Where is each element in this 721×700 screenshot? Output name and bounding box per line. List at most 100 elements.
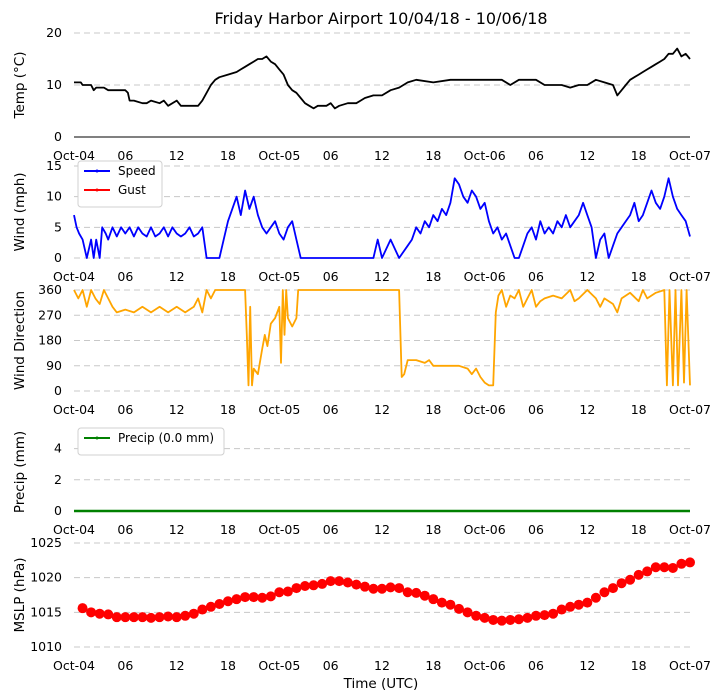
wind-x-tick-label: Oct-07 — [669, 269, 711, 284]
precip-x-tick-label: 06 — [117, 522, 133, 537]
temp-x-tick-label: Oct-06 — [464, 148, 506, 163]
wind-legend: Speed Gust — [77, 160, 163, 208]
direction-x-tick-label: 12 — [374, 402, 390, 417]
mslp-point — [77, 603, 88, 614]
mslp-x-tick-label: 06 — [117, 658, 133, 673]
temp-y-tick-label: 0 — [54, 129, 62, 144]
mslp-point — [496, 615, 507, 626]
mslp-y-tick-label: 1015 — [30, 604, 62, 619]
mslp-point — [308, 580, 319, 591]
mslp-x-tick-label: 18 — [220, 658, 236, 673]
mslp-point — [419, 590, 430, 601]
wind-x-tick-label: Oct-04 — [53, 269, 95, 284]
panel-precip: 0 2 4 Oct-04 06 12 18 Oct-05 06 12 18 Oct-06 06 12 18 O… — [12, 427, 711, 537]
mslp-x-tick-label: Oct-07 — [669, 658, 711, 673]
mslp-point — [180, 610, 191, 621]
wind-legend-box — [77, 160, 163, 208]
mslp-point — [505, 614, 516, 625]
wind-legend-label: Gust — [118, 183, 146, 197]
mslp-point — [171, 612, 182, 623]
mslp-point — [205, 601, 216, 612]
temp-x-tick-label: 18 — [425, 148, 441, 163]
wind-y-tick-label: 15 — [46, 158, 62, 173]
wind-x-tick-label: 18 — [425, 269, 441, 284]
direction-y-tick-label: 270 — [38, 307, 62, 322]
wind-x-tick-label: 12 — [374, 269, 390, 284]
mslp-point — [385, 582, 396, 593]
precip-x-tick-label: 06 — [528, 522, 544, 537]
precip-x-tick-label: 12 — [374, 522, 390, 537]
panel-wind: 0 5 10 15 Oct-04 06 12 18 Oct-05 06 12 18 Oct-06 06 12… — [12, 158, 711, 284]
wind-x-tick-label: 06 — [323, 269, 339, 284]
mslp-point — [565, 601, 576, 612]
temp-x-tick-label: 06 — [323, 148, 339, 163]
mslp-point — [394, 583, 405, 594]
wind-y-axis-label: Wind (mph) — [12, 172, 28, 251]
mslp-x-tick-label: 06 — [528, 658, 544, 673]
precip-x-tick-label: Oct-05 — [258, 522, 300, 537]
mslp-point — [633, 569, 644, 580]
wind-legend-label: Speed — [118, 164, 156, 178]
direction-y-tick-label: 0 — [54, 383, 62, 398]
direction-y-tick-label: 360 — [38, 282, 62, 297]
mslp-point — [573, 599, 584, 610]
temp-x-tick-label: 12 — [169, 148, 185, 163]
mslp-point — [257, 592, 268, 603]
mslp-point — [231, 594, 242, 605]
mslp-point — [616, 578, 627, 589]
wind-x-tick-label: 18 — [631, 269, 647, 284]
temp-x-tick-label: 12 — [374, 148, 390, 163]
direction-y-tick-label: 90 — [46, 358, 62, 373]
precip-legend-marker — [95, 436, 99, 440]
x-axis-label: Time (UTC) — [343, 676, 419, 692]
mslp-point — [359, 581, 370, 592]
mslp-point — [608, 583, 618, 594]
mslp-point — [111, 612, 122, 623]
wind-x-tick-label: Oct-06 — [464, 269, 506, 284]
mslp-y-tick-label: 1020 — [30, 570, 62, 585]
precip-y-axis-label: Precip (mm) — [12, 431, 28, 513]
mslp-point — [146, 612, 156, 623]
mslp-point — [411, 587, 422, 598]
mslp-point — [240, 592, 251, 603]
temp-x-tick-label: Oct-05 — [258, 148, 300, 163]
precip-legend-label: Precip (0.0 mm) — [118, 431, 214, 445]
wind-x-tick-label: 06 — [117, 269, 133, 284]
mslp-x-tick-label: 12 — [374, 658, 390, 673]
mslp-point — [223, 596, 233, 607]
wind-x-tick-label: 06 — [528, 269, 544, 284]
mslp-point — [548, 608, 559, 619]
mslp-point — [436, 597, 447, 608]
temp-x-tick-label: 06 — [528, 148, 544, 163]
mslp-point — [625, 574, 636, 585]
direction-y-axis-label: Wind Direction — [12, 291, 28, 390]
panels: 0 1020 Oct-04 06 12 18 Oct-05 06 12 18 Oct-06 06 12 1… — [12, 25, 711, 673]
mslp-point — [445, 599, 456, 610]
panel-temp: 0 10 20 Oct-04 06 12 18 Oct-05 06 12 18 Oct-06 06 12 1… — [12, 25, 711, 163]
temp-y-tick-label: 20 — [46, 25, 62, 40]
mslp-y-axis-label: MSLP (hPa) — [12, 557, 28, 632]
wind-series-line-speed — [73, 177, 691, 259]
temp-x-tick-label: 18 — [220, 148, 236, 163]
direction-x-tick-label: Oct-05 — [258, 402, 300, 417]
wind-x-tick-label: 12 — [579, 269, 595, 284]
mslp-point — [94, 608, 105, 619]
wind-x-tick-label: 12 — [169, 269, 185, 284]
mslp-point — [265, 591, 276, 602]
mslp-point — [300, 580, 310, 591]
direction-x-tick-label: 06 — [117, 402, 133, 417]
precip-x-tick-label: 18 — [631, 522, 647, 537]
mslp-point — [642, 566, 653, 577]
precip-x-tick-label: 18 — [220, 522, 236, 537]
mslp-point — [556, 604, 567, 615]
direction-x-tick-label: Oct-06 — [464, 402, 506, 417]
direction-x-tick-label: 18 — [425, 402, 441, 417]
mslp-y-tick-label: 1010 — [30, 639, 62, 654]
mslp-point — [454, 603, 464, 614]
mslp-point — [120, 612, 131, 623]
mslp-x-tick-label: Oct-04 — [53, 658, 95, 673]
panel-mslp: 1010 1015 1020 1025 Oct-04 06 12 18 Oct-05 06 12 18… — [12, 535, 711, 673]
mslp-x-tick-label: 18 — [425, 658, 441, 673]
mslp-point — [86, 607, 97, 618]
